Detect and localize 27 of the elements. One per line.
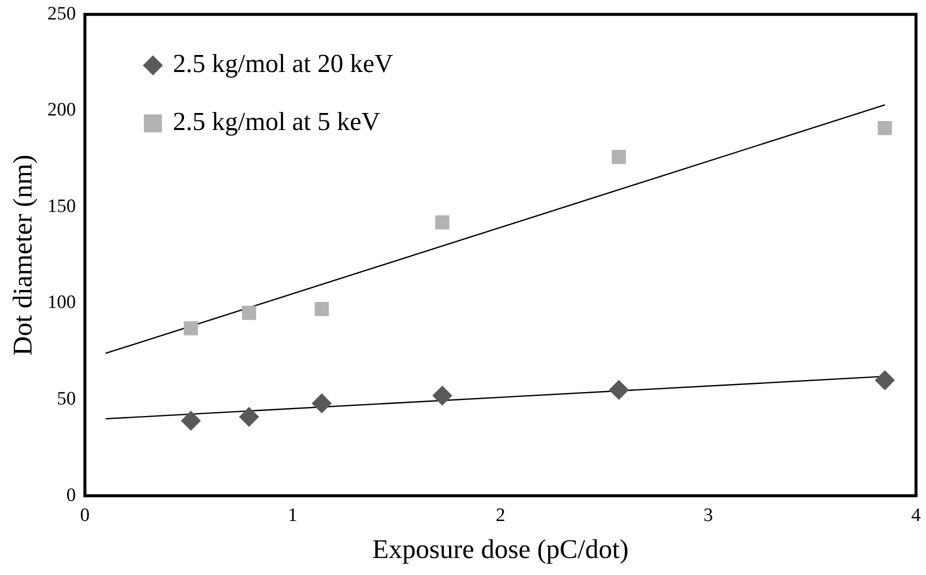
point — [180, 410, 201, 431]
x-tick-label: 2 — [496, 505, 506, 526]
point — [314, 302, 329, 316]
point — [874, 370, 895, 390]
x-tick-label: 0 — [80, 505, 90, 526]
x-tick-label: 3 — [703, 505, 713, 526]
y-tick-label: 100 — [47, 292, 76, 314]
y-tick-label: 50 — [56, 388, 76, 410]
point — [612, 150, 626, 164]
legend-label: 2.5 kg/mol at 20 keV — [172, 49, 394, 78]
y-tick-label: 150 — [47, 196, 76, 217]
y-tick-label: 200 — [47, 100, 76, 121]
point — [878, 120, 892, 136]
legend-label: 2.5 kg/mol at 5 keV — [172, 107, 380, 136]
point — [432, 386, 452, 406]
x-tick-label: 1 — [288, 505, 298, 526]
point — [312, 393, 332, 414]
point — [435, 215, 450, 230]
point — [239, 406, 260, 427]
x-tick-label: 4 — [911, 505, 922, 526]
x-axis-title: Exposure dose (pC/dot) — [372, 534, 629, 564]
y-tick-label: 0 — [66, 484, 76, 506]
y-tick-label: 250 — [47, 3, 76, 24]
point — [184, 321, 198, 336]
point — [608, 380, 629, 400]
point — [242, 306, 256, 320]
y-axis-title: Dot diameter (nm) — [7, 154, 38, 356]
